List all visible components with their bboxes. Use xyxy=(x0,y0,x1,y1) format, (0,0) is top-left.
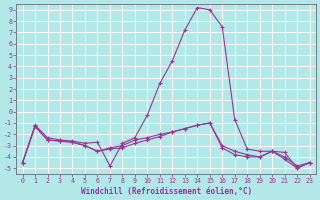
X-axis label: Windchill (Refroidissement éolien,°C): Windchill (Refroidissement éolien,°C) xyxy=(81,187,252,196)
